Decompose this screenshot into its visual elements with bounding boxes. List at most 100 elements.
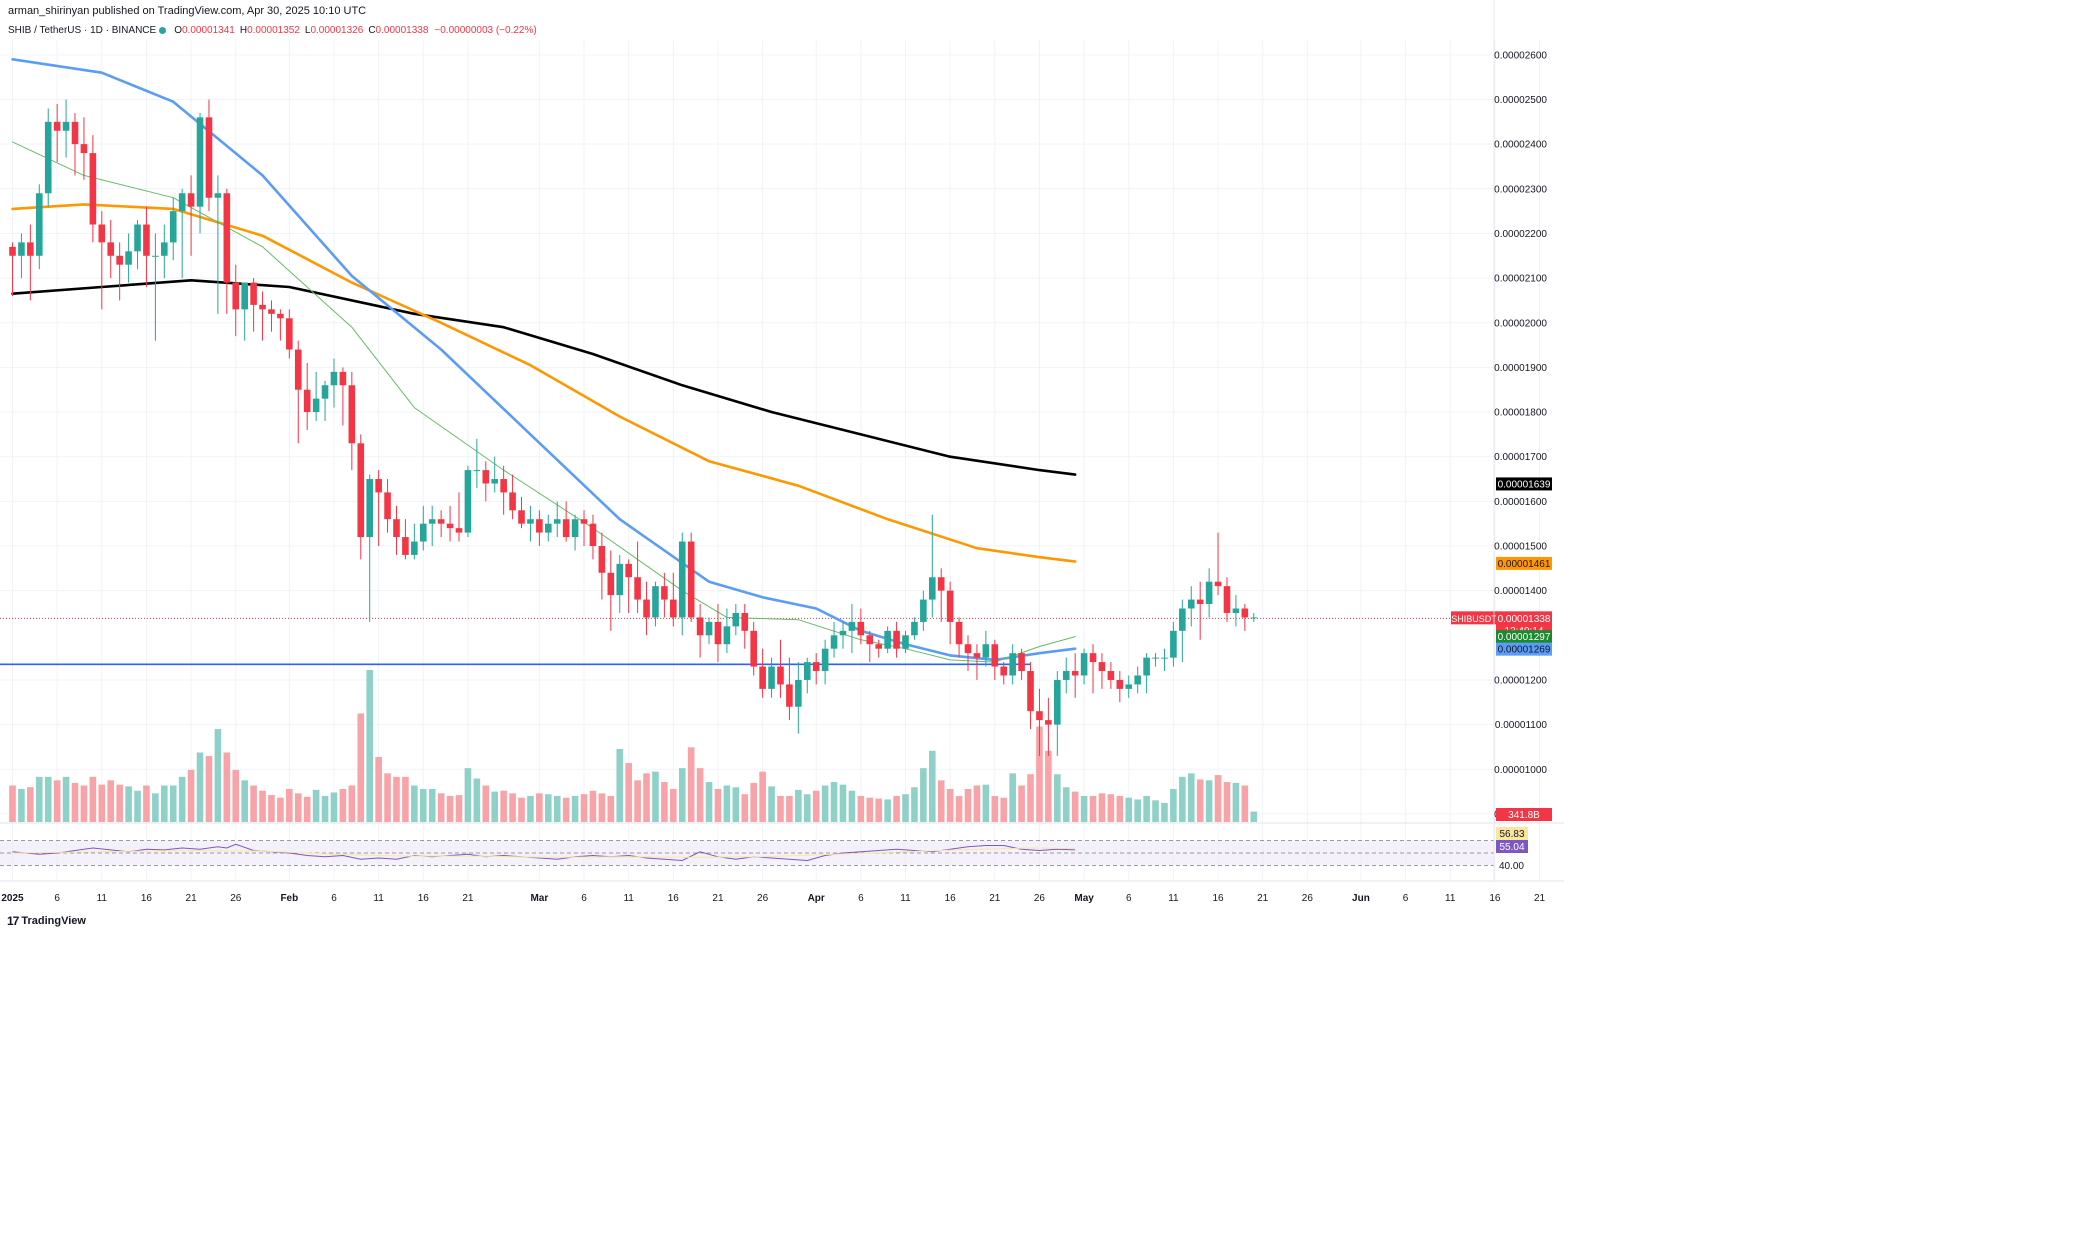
volume-bar [670,788,677,822]
candle-body [1000,666,1008,676]
price-axis-label: 0.00002200 [1494,229,1547,240]
candle-body [196,117,204,207]
volume-bar [705,782,713,822]
candle-body [437,519,445,524]
symbol-legend: SHIB / TetherUS · 1D · BINANCE O 0.000013… [8,25,537,36]
volume-bar [1134,799,1141,822]
volume-bar [1179,776,1186,822]
price-chart[interactable]: 0.00002600 0.00002500 0.00002400 0.00002300… [0,0,1564,932]
candle [902,630,909,654]
volume-bar [768,786,775,822]
volume-bar [839,784,847,822]
candle [152,233,159,341]
candle [1232,595,1240,627]
candle [741,604,749,649]
candle [670,572,677,627]
candle [1223,577,1231,622]
volume-bar [321,795,329,822]
candle [1143,653,1150,694]
price-axis-label: 0.00002100 [1494,274,1547,285]
time-axis-label: 21 [712,893,724,904]
volume-bar [1098,793,1106,822]
candle [321,380,329,421]
price-axis-label: 0.00002300 [1494,184,1547,195]
volume-bar [732,787,740,822]
volume-bar [955,795,963,822]
volume-bar [89,776,97,822]
candle [161,224,168,279]
volume-bar [723,785,731,822]
symbol-tag-bg [1451,611,1497,625]
candle [1080,648,1088,685]
time-axis-label: 16 [418,893,430,904]
volume-bar [937,780,945,822]
tradingview-logo[interactable]: 17 TradingView [7,914,86,928]
candle-body [232,282,240,310]
candle-body [839,630,847,636]
volume-bar [902,794,909,822]
candle [964,635,972,672]
candle-body [580,519,588,524]
volume-bar [71,782,79,822]
candle [562,501,570,542]
candle-body [1170,630,1177,658]
tradingview-logo-text: TradingView [21,915,86,927]
volume-bar [1107,794,1115,822]
time-axis-label: 6 [1403,893,1409,904]
volume-bar [1196,779,1204,822]
time-axis-label: 16 [668,893,680,904]
candle [402,519,409,560]
candle [687,532,695,622]
volume-bar [964,788,972,822]
candle-body [678,541,686,618]
candle [294,340,302,444]
candle-body [527,519,534,524]
candle-body [1232,608,1240,613]
candle [625,559,632,613]
candle [393,505,400,555]
candle [1241,604,1249,631]
candle [1027,662,1034,730]
candle-body [1125,684,1133,689]
candle [44,108,52,207]
volume-bar [1187,773,1195,822]
volume-bar [616,749,624,822]
candle [62,99,70,158]
time-axis-label: 11 [97,893,108,904]
volume-bar [973,785,981,822]
volume-bar [214,729,222,822]
volume-bar [1036,726,1043,822]
candle-body [803,662,811,680]
candle-body [857,621,865,636]
candle-body [482,470,490,484]
candle-body [223,193,231,283]
candle-body [973,653,981,658]
candle [652,581,659,627]
candle-body [250,282,257,305]
volume-bar [678,768,686,822]
candle-body [205,117,213,198]
time-axis-label: 21 [462,893,474,904]
volume-bar [1125,797,1133,822]
rsi-ma-badge-bg [1496,827,1528,840]
candle [768,657,775,698]
candle [1125,675,1133,698]
price-axis-label: 0.00001800 [1494,408,1547,419]
volume-bar [9,785,16,822]
candle [348,371,356,471]
volume-bar [1080,795,1088,822]
publisher-line: arman_shirinyan published on TradingView… [8,5,367,17]
candle-body [303,389,311,413]
candle-body [1152,657,1159,659]
candle-body [419,523,427,542]
candle-body [428,519,436,524]
volume-bar [303,796,311,822]
candle [500,465,507,515]
candle-body [1205,581,1213,605]
volume-bar [312,789,320,822]
volume-bar [803,794,811,822]
volume-bar [848,790,856,822]
candle-body [1107,671,1115,680]
symbol-title[interactable]: SHIB / TetherUS · 1D · BINANCE [8,25,157,36]
candle [1018,648,1025,680]
